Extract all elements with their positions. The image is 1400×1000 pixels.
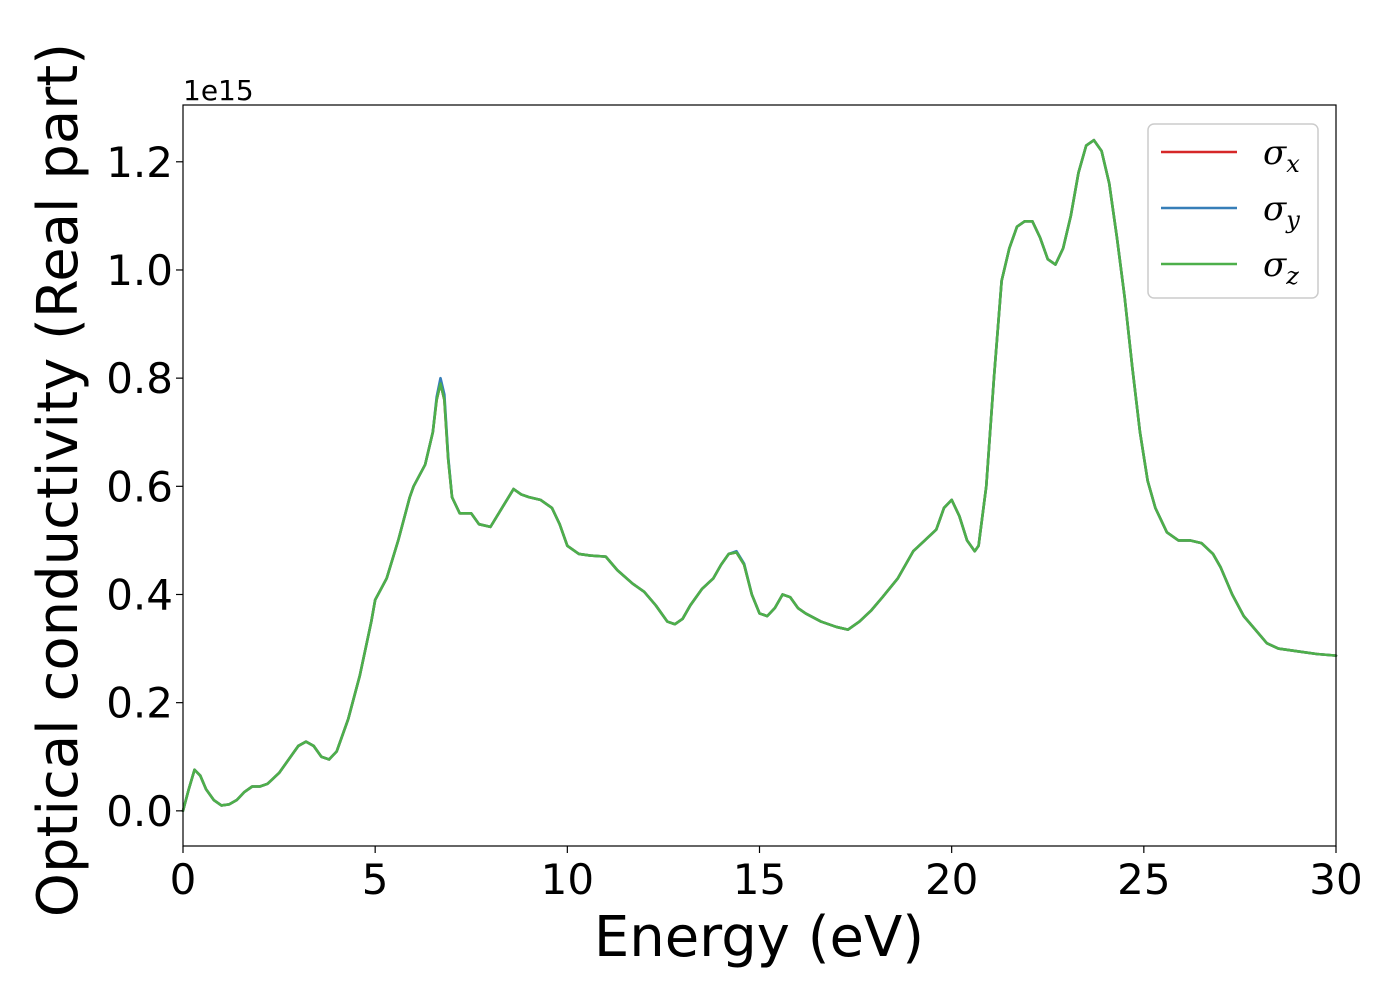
legend-label-1: σx (1263, 133, 1300, 178)
x-axis-title: Energy (eV) (594, 905, 924, 970)
x-tick-label: 25 (1117, 855, 1170, 904)
x-tick-label: 20 (925, 855, 978, 904)
y-offset-label: 1e15 (183, 74, 254, 107)
x-tick-label: 30 (1309, 855, 1362, 904)
y-tick-label: 1.0 (106, 246, 173, 295)
series-layer (181, 138, 1338, 813)
y-tick-label: 1.2 (106, 138, 173, 187)
x-tick-label: 15 (733, 855, 786, 904)
x-tick-label: 0 (170, 855, 197, 904)
legend-label-2: σy (1263, 189, 1300, 234)
legend: σx σy σz (1147, 123, 1319, 299)
legend-label-3: σz (1263, 245, 1299, 290)
x-axis: 0 5 10 15 20 25 30 (170, 846, 1363, 904)
x-tick-label: 10 (541, 855, 594, 904)
y-tick-label: 0.2 (106, 679, 173, 728)
series-line-3 (181, 138, 1338, 813)
legend-entries: σx σy σz (1161, 133, 1300, 290)
x-tick-label: 5 (362, 855, 389, 904)
y-axis-title: Optical conductivity (Real part) (26, 43, 91, 917)
y-tick-label: 0.8 (106, 354, 173, 403)
y-tick-label: 0.4 (106, 570, 173, 619)
y-tick-label: 0.6 (106, 462, 173, 511)
y-tick-label: 0.0 (106, 787, 173, 836)
y-axis: 0.0 0.2 0.4 0.6 0.8 1.0 1.2 (106, 138, 183, 836)
legend-box (1147, 123, 1319, 299)
